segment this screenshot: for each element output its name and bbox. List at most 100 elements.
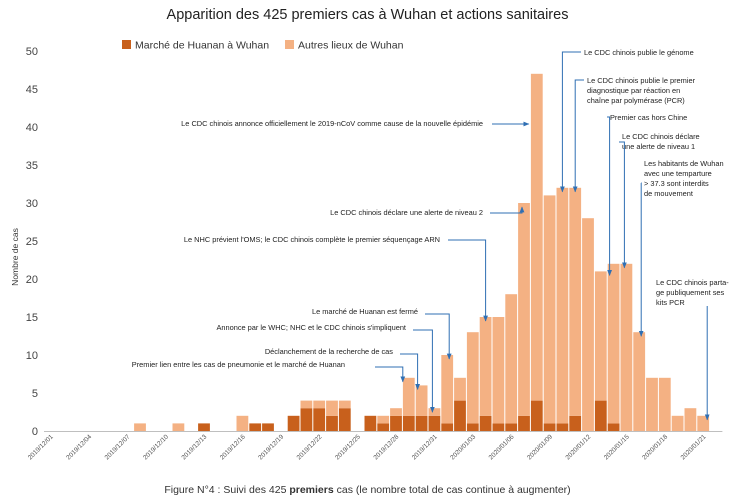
y-tick-label: 40 xyxy=(26,122,38,134)
annotation-line: Premier lien entre les cas de pneumonie … xyxy=(132,360,345,369)
annotation-arrow xyxy=(448,239,489,322)
bar-huanan xyxy=(402,415,415,431)
bar-other xyxy=(415,385,428,416)
bar-other xyxy=(338,400,351,409)
annotation-line: Le CDC chinois parta- xyxy=(656,278,729,287)
bar-huanan xyxy=(466,423,479,431)
x-tick-label: 2019/12/04 xyxy=(65,433,93,461)
annotation-text: Le CDC chinois déclare une alerte de nive… xyxy=(622,132,700,151)
bar-other xyxy=(569,187,582,416)
bar-huanan xyxy=(377,423,390,431)
annotation-line: Le CDC chinois annonce officiellement le… xyxy=(181,119,483,128)
y-tick-label: 45 xyxy=(26,84,38,96)
annotation-line: > 37.3 sont interdits xyxy=(644,179,709,188)
bar-other xyxy=(441,355,454,424)
y-tick-label: 25 xyxy=(26,236,38,248)
bar-huanan xyxy=(249,423,262,431)
bar-other xyxy=(466,332,479,424)
annotation-arrow xyxy=(572,79,584,193)
legend-swatch-other xyxy=(285,40,294,49)
annotation-line: Le NHC prévient l'OMS; le CDC chinois co… xyxy=(184,235,440,244)
annotation-arrow xyxy=(413,329,435,413)
bar-huanan xyxy=(594,400,607,431)
bar-other xyxy=(646,377,658,431)
bar-huanan xyxy=(569,415,582,431)
x-tick-label: 2020/01/06 xyxy=(488,433,516,461)
annotation-text: Déclanchement de la recherche de cas xyxy=(265,347,393,356)
x-axis: 2019/12/01 2019/12/04 2019/12/07 2019/12/10… xyxy=(27,433,708,461)
x-tick-label: 2020/01/21 xyxy=(680,433,708,461)
x-tick-label: 2019/12/31 xyxy=(411,433,439,461)
chart-title: Apparition des 425 premiers cas à Wuhan … xyxy=(167,7,569,23)
annotation-line: Le CDC chinois publie le premier xyxy=(587,76,696,85)
bar-other xyxy=(518,203,530,416)
annotation-text: Le CDC chinois publie le génome xyxy=(584,48,694,57)
bar-other xyxy=(556,187,569,424)
bar-huanan xyxy=(492,423,505,431)
annotation-text: Les habitants de Wuhan avec une tempartur… xyxy=(644,159,724,198)
annotation-line: Le CDC chinois publie le génome xyxy=(584,48,694,57)
annotation-line: avec une temparture xyxy=(644,169,712,178)
bar-huanan xyxy=(543,423,556,431)
annotation-text: Premier lien entre les cas de pneumonie … xyxy=(132,360,345,369)
legend: Marché de Huanan à Wuhan Autres lieux de… xyxy=(122,40,404,52)
annotation-text: Annonce par le WHC; NHC et le CDC chinoi… xyxy=(216,323,406,332)
bar-other xyxy=(313,400,326,409)
y-tick-label: 5 xyxy=(32,388,38,400)
bar-huanan xyxy=(479,415,492,431)
annotation-text: Le NHC prévient l'OMS; le CDC chinois co… xyxy=(184,235,440,244)
bar-other xyxy=(543,195,556,424)
figure-caption: Figure N°4 : Suivi des 425 premiers cas … xyxy=(0,484,735,496)
bar-huanan xyxy=(198,423,210,431)
bar-huanan xyxy=(338,408,351,431)
legend-swatch-huanan xyxy=(122,40,131,49)
annotation-arrow xyxy=(490,206,525,214)
annotation-text: Le CDC chinois parta-ge publiquement ses… xyxy=(656,278,729,307)
x-tick-label: 2019/12/07 xyxy=(104,433,132,461)
bar-huanan xyxy=(530,400,543,431)
x-tick-label: 2019/12/28 xyxy=(372,433,400,461)
x-tick-label: 2019/12/16 xyxy=(219,433,247,461)
bar-huanan xyxy=(262,423,274,431)
caption-suffix: cas (le nombre total de cas continue à a… xyxy=(333,484,571,496)
y-tick-label: 0 xyxy=(32,426,38,438)
y-axis: 0 5 10 15 20 25 30 35 40 45 50 xyxy=(26,46,38,438)
annotation-arrow xyxy=(400,353,421,390)
x-tick-label: 2020/01/15 xyxy=(603,433,631,461)
bar-other xyxy=(671,415,684,431)
x-tick-label: 2020/01/18 xyxy=(641,433,669,461)
bar-other xyxy=(428,408,441,416)
bar-other xyxy=(530,73,543,401)
annotation-line: Le CDC chinois déclare une alerte de niv… xyxy=(330,208,483,217)
y-tick-label: 30 xyxy=(26,198,38,210)
bar-other xyxy=(454,377,466,401)
y-tick-label: 15 xyxy=(26,312,38,324)
y-axis-label: Nombre de cas xyxy=(10,228,20,286)
bar-huanan xyxy=(326,415,338,431)
annotation-line: de mouvement xyxy=(644,189,693,198)
annotation-line: Le marché de Huanan est fermé xyxy=(312,307,418,316)
bar-other xyxy=(300,400,313,409)
annotation-text: Le CDC chinois publie le premier diagnost… xyxy=(587,76,696,105)
bar-other xyxy=(236,415,249,431)
annotation-line: chaîne par polymérase (PCR) xyxy=(587,96,685,105)
bar-other xyxy=(390,408,402,416)
annotation-text: Le CDC chinois annonce officiellement le… xyxy=(181,119,483,128)
bar-other xyxy=(633,332,646,431)
bar-other xyxy=(505,294,518,424)
bars xyxy=(134,73,710,431)
x-tick-label: 2020/01/12 xyxy=(564,433,592,461)
x-tick-label: 2019/12/25 xyxy=(334,433,362,461)
y-tick-label: 50 xyxy=(26,46,38,58)
annotation-arrow xyxy=(619,141,627,269)
annotation-line: ge publiquement ses xyxy=(656,288,725,297)
x-tick-label: 2019/12/19 xyxy=(257,433,285,461)
y-tick-label: 20 xyxy=(26,274,38,286)
y-tick-label: 10 xyxy=(26,350,38,362)
bar-other xyxy=(402,377,415,416)
bar-other xyxy=(620,263,633,431)
x-tick-label: 2019/12/22 xyxy=(296,433,324,461)
annotation-line: Les habitants de Wuhan xyxy=(644,159,724,168)
annotation-text: Premier cas hors Chine xyxy=(610,113,687,122)
bar-huanan xyxy=(518,415,530,431)
